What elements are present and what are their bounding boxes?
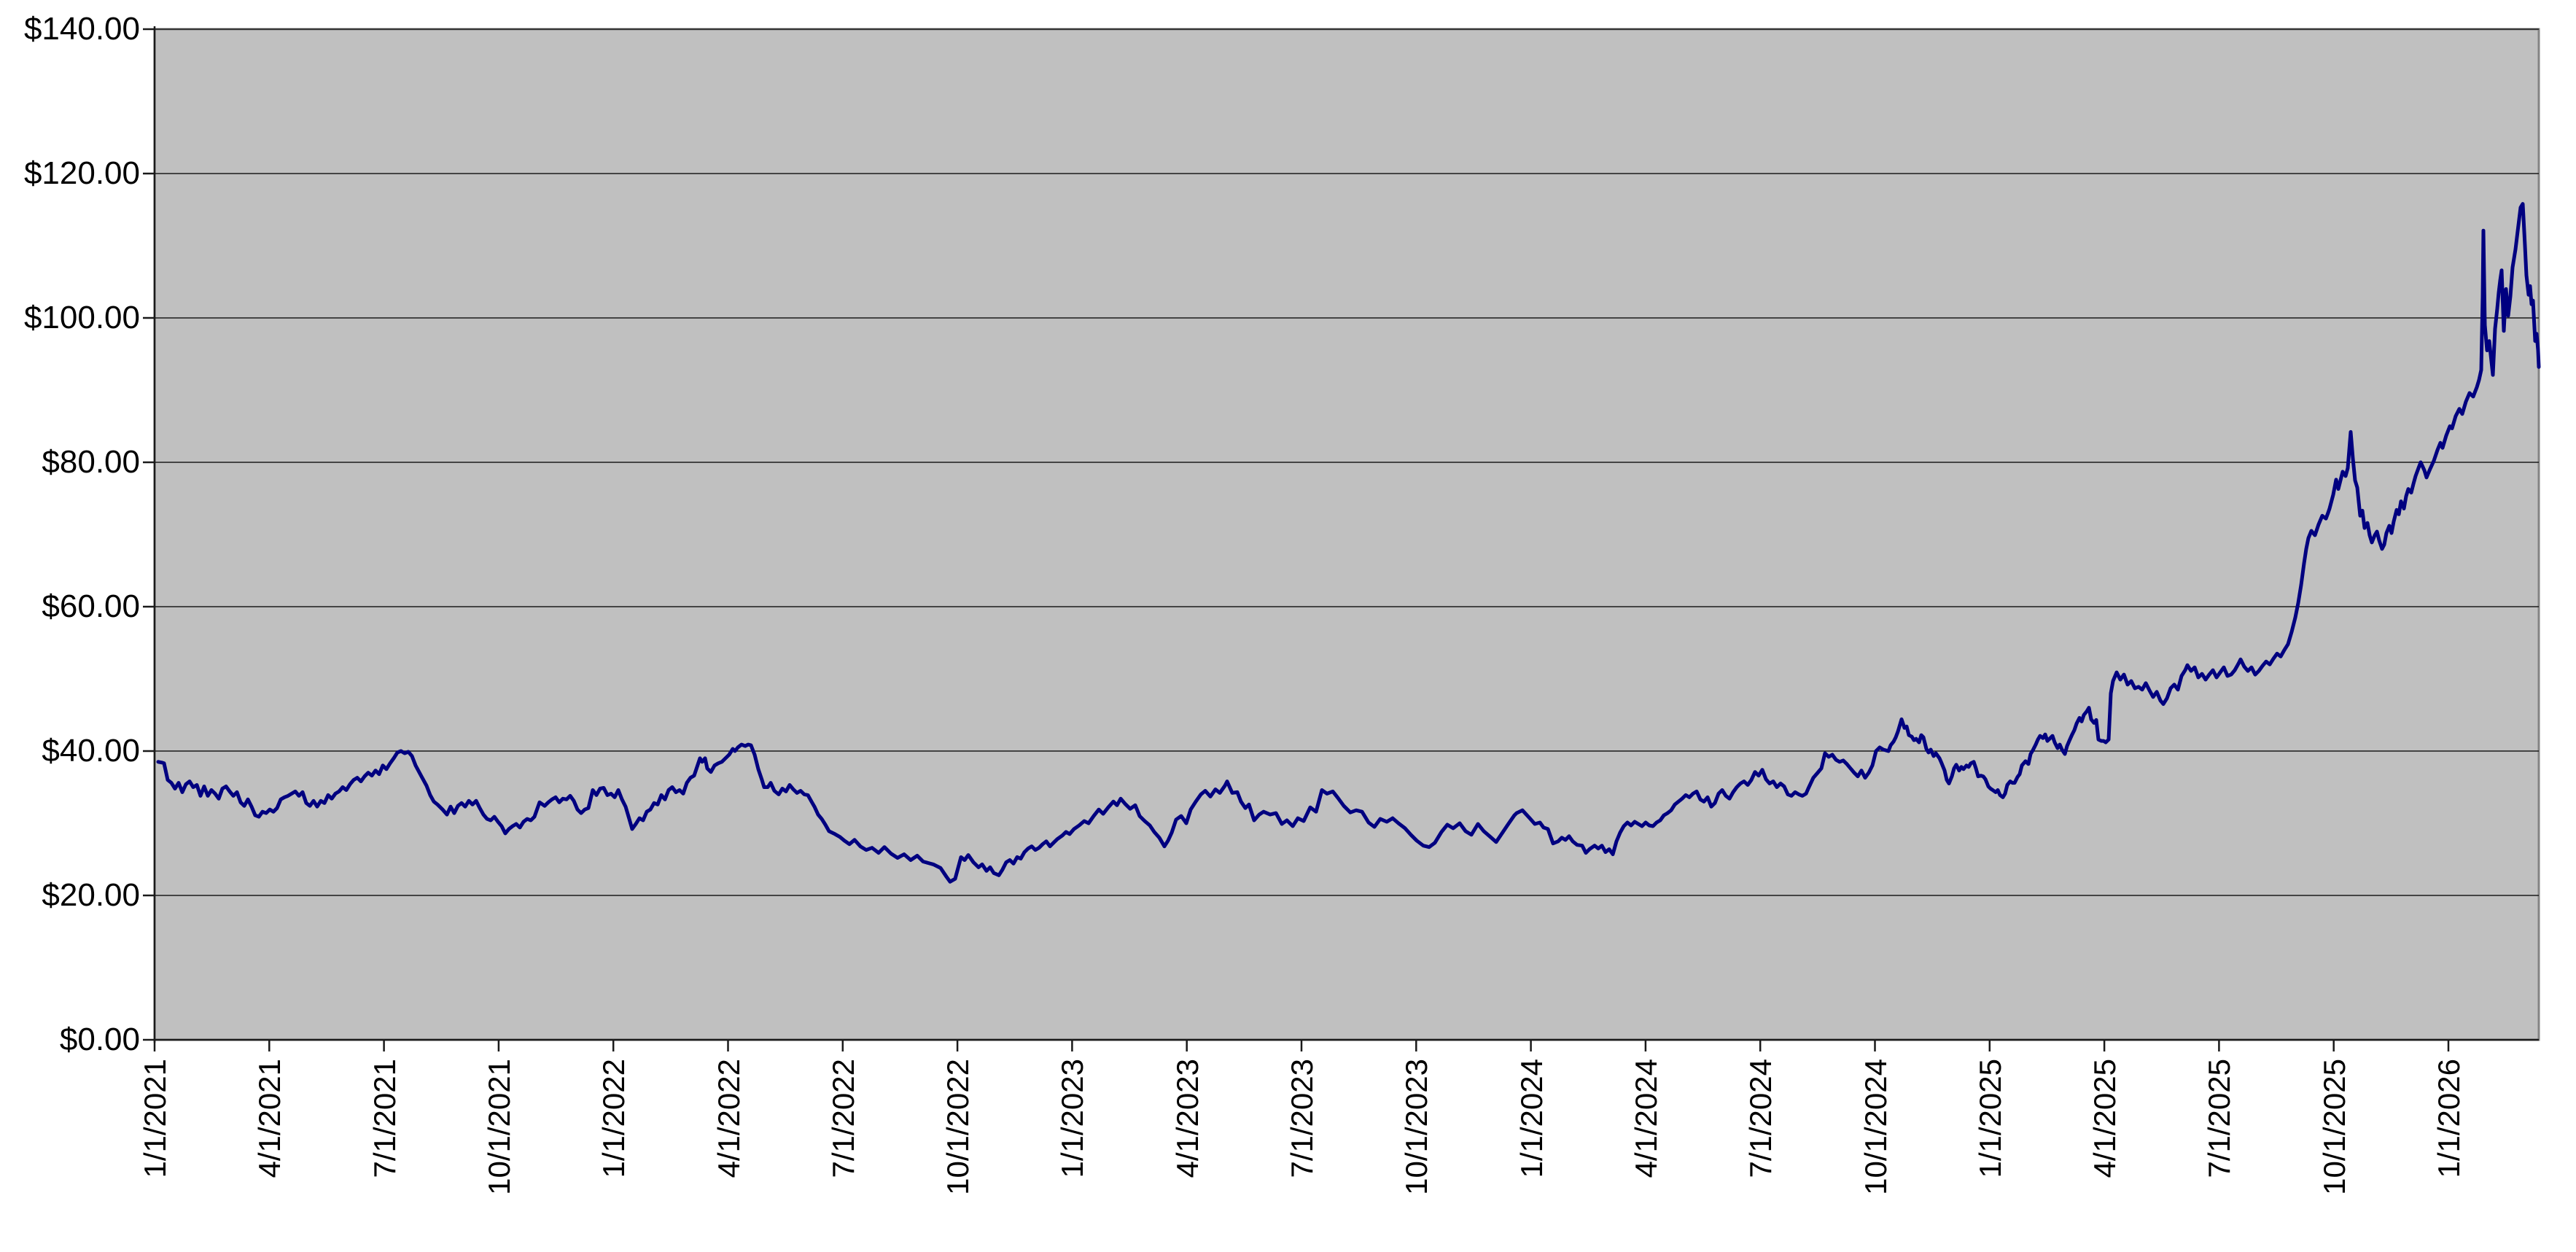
x-axis-label: 10/1/2023	[1399, 1059, 1434, 1195]
x-axis-label: 1/1/2023	[1055, 1059, 1090, 1178]
x-axis-label: 7/1/2024	[1743, 1059, 1778, 1178]
x-axis-label: 4/1/2024	[1628, 1059, 1663, 1178]
x-axis-label: 7/1/2022	[825, 1059, 860, 1178]
y-axis-label: $140.00	[23, 11, 140, 47]
y-axis-label: $0.00	[59, 1022, 140, 1057]
x-axis-label: 10/1/2022	[941, 1059, 976, 1195]
x-axis-label: 4/1/2023	[1170, 1059, 1205, 1178]
x-axis-label: 4/1/2025	[2087, 1059, 2122, 1178]
x-axis-label: 7/1/2021	[367, 1059, 402, 1178]
y-axis-label: $20.00	[42, 877, 140, 913]
y-axis-label: $80.00	[42, 444, 140, 480]
x-axis-label: 1/1/2021	[138, 1059, 172, 1178]
axis-lines	[153, 26, 2539, 1043]
x-axis-label: 1/1/2022	[596, 1059, 631, 1178]
y-axis-ticks	[143, 28, 155, 1041]
x-axis-label: 1/1/2026	[2432, 1059, 2466, 1178]
x-axis-label: 7/1/2023	[1285, 1059, 1319, 1178]
y-axis-label: $120.00	[23, 155, 140, 191]
x-axis-label: 4/1/2021	[252, 1059, 287, 1178]
x-axis-label: 1/1/2024	[1514, 1059, 1549, 1178]
x-axis-label: 1/1/2025	[1972, 1059, 2007, 1178]
y-axis-label: $60.00	[42, 588, 140, 624]
x-axis-label: 4/1/2022	[711, 1059, 746, 1178]
price-series-line	[156, 202, 2541, 884]
x-axis-label: 7/1/2025	[2202, 1059, 2237, 1178]
x-axis-label: 10/1/2024	[1858, 1059, 1893, 1195]
y-axis-label: $100.00	[23, 300, 140, 335]
y-axis-label: $40.00	[42, 733, 140, 769]
x-axis-ticks	[153, 1040, 2450, 1051]
x-axis-label: 10/1/2025	[2316, 1059, 2351, 1195]
x-axis-label: 10/1/2021	[481, 1059, 516, 1195]
plot-area	[153, 28, 2540, 1041]
